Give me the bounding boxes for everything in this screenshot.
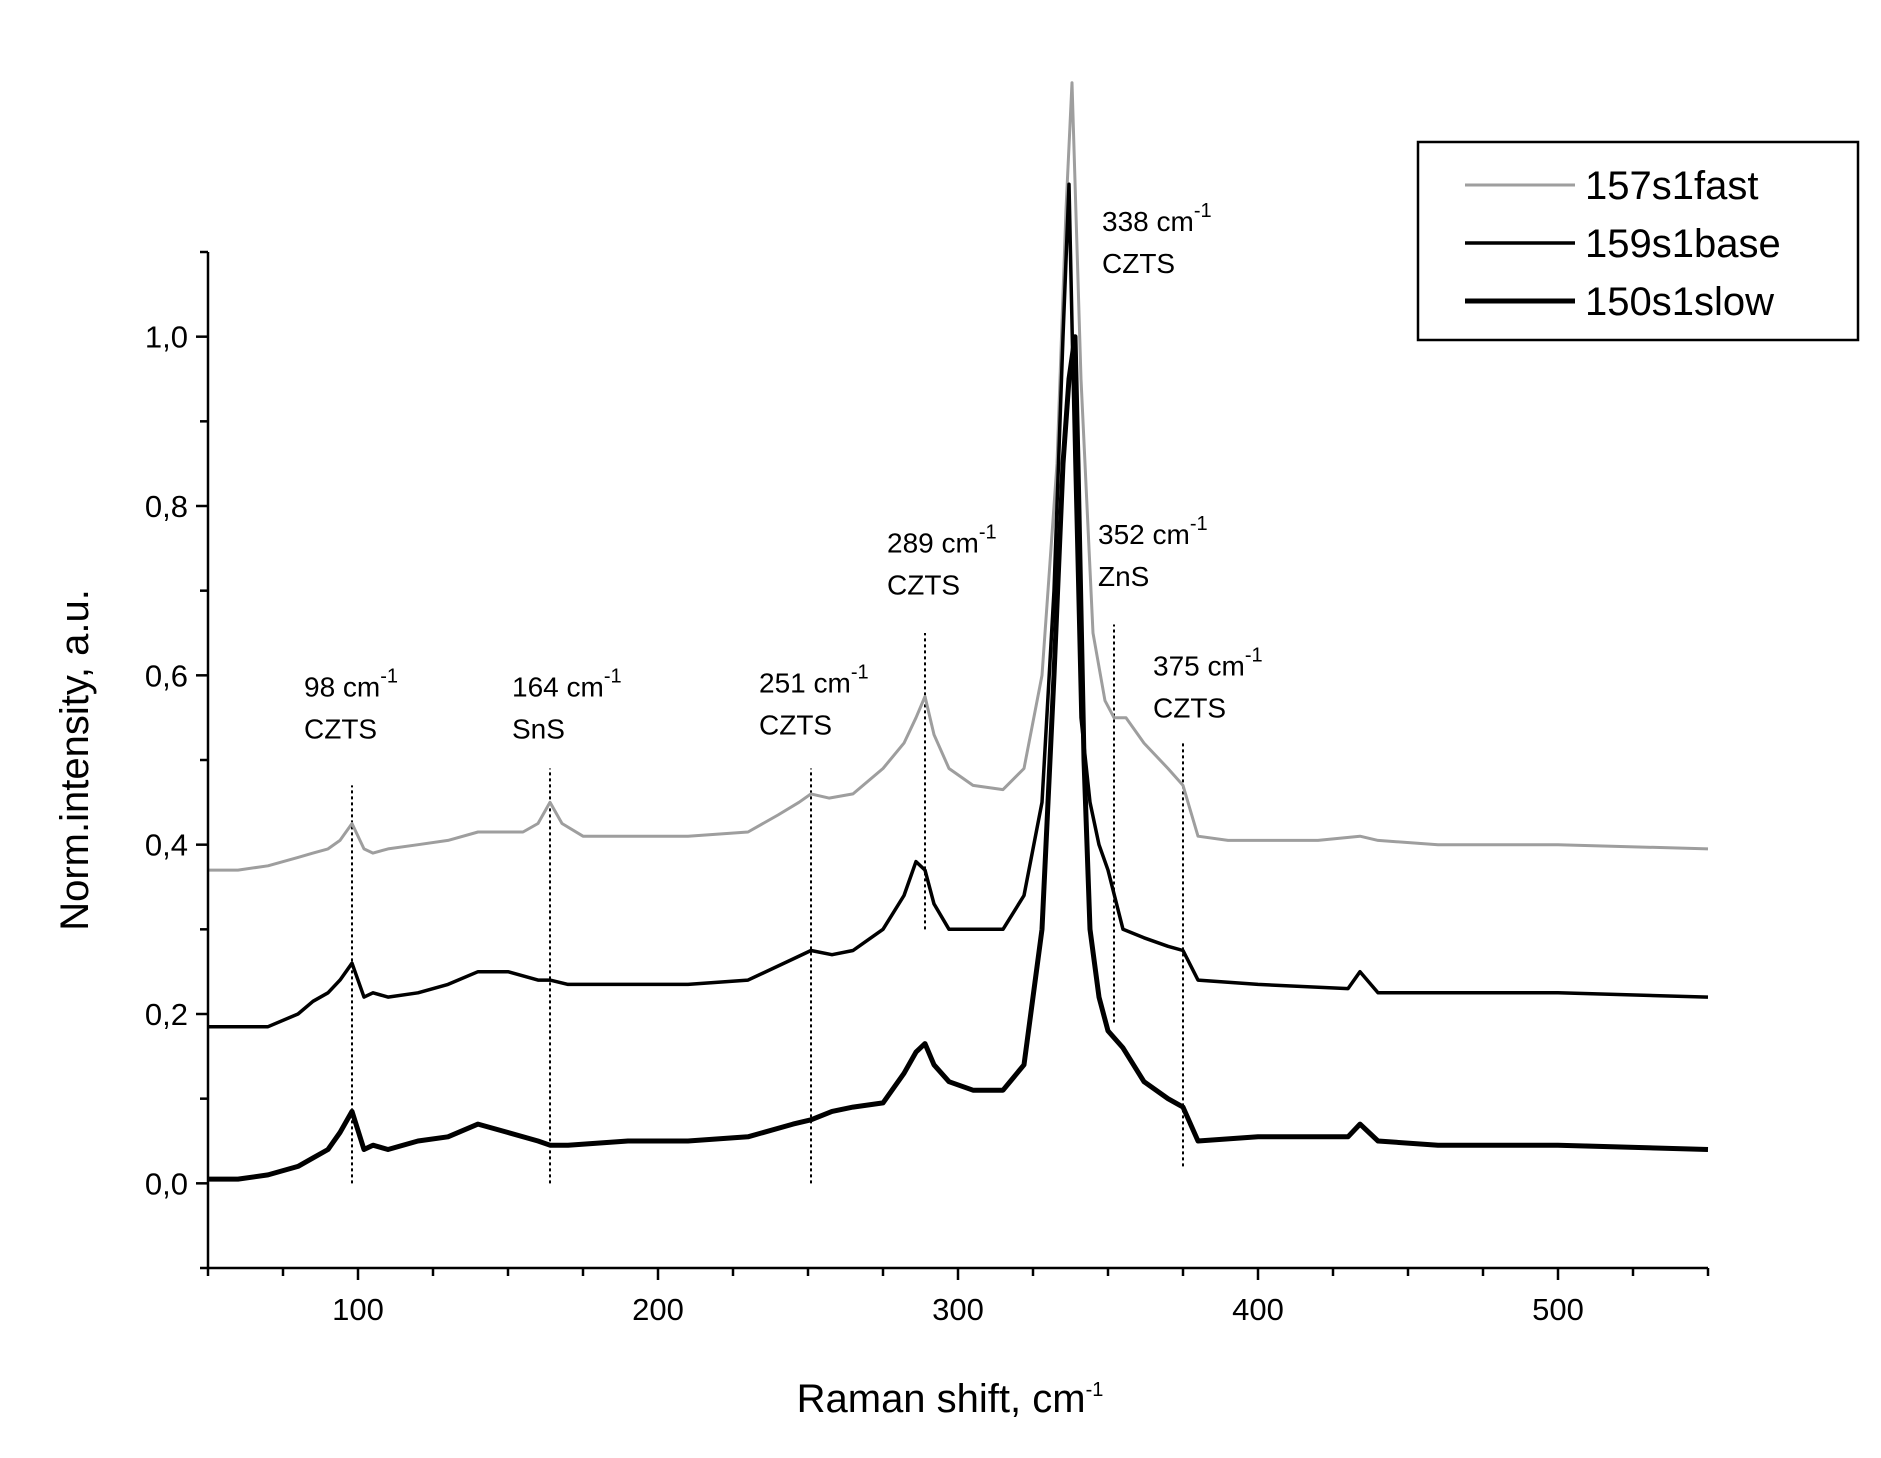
y-tick-label: 0,0 (145, 1166, 188, 1201)
x-tick-label: 200 (632, 1292, 684, 1327)
annotation-wavenumber-text: 338 cm (1102, 206, 1194, 237)
annotation-wavenumber-sup: -1 (604, 666, 622, 688)
y-tick-label: 0,8 (145, 489, 188, 524)
axes: 0,0 0,2 0,4 0,6 0,8 1,0 100 200 300 400 500 (145, 250, 1710, 1327)
x-axis-title-text: Raman shift, cm (797, 1377, 1086, 1421)
y-tick-label: 0,2 (145, 997, 188, 1032)
series-line-150s1slow (208, 334, 1709, 1182)
annotation-wavenumber-375: 375 cm-1 (1153, 644, 1263, 681)
y-tick-label: 1,0 (145, 320, 188, 355)
annotation-wavenumber-sup: -1 (380, 666, 398, 688)
y-axis-title: Norm.intensity, a.u. (53, 589, 97, 931)
annotation-material-352: ZnS (1098, 561, 1149, 592)
annotation-wavenumber-text: 375 cm (1153, 650, 1245, 681)
x-tick-label: 100 (332, 1292, 384, 1327)
series-line-159s1base (208, 182, 1709, 1029)
annotation-wavenumber-338: 338 cm-1 (1102, 200, 1212, 237)
annotation-wavenumber-text: 164 cm (512, 672, 604, 703)
x-tick-label: 300 (932, 1292, 984, 1327)
annotation-material-375: CZTS (1153, 692, 1226, 723)
x-axis-title-sup: -1 (1086, 1379, 1104, 1401)
legend: 157s1fast 159s1base 150s1slow (1416, 140, 1860, 342)
annotation-wavenumber-text: 251 cm (759, 667, 851, 698)
y-tick-label: 0,4 (145, 828, 188, 863)
annotation-material-251: CZTS (759, 709, 832, 740)
series-line-157s1fast (208, 81, 1709, 872)
annotation-material-338: CZTS (1102, 248, 1175, 279)
annotation-wavenumber-251: 251 cm-1 (759, 661, 869, 698)
annotation-wavenumber-text: 98 cm (304, 672, 380, 703)
annotation-wavenumber-text: 352 cm (1098, 519, 1190, 550)
annotation-wavenumber-352: 352 cm-1 (1098, 513, 1208, 550)
annotation-material-98: CZTS (304, 714, 377, 745)
annotation-wavenumber-sup: -1 (1245, 644, 1263, 666)
annotation-wavenumber-289: 289 cm-1 (887, 522, 997, 559)
annotation-wavenumber-text: 289 cm (887, 528, 979, 559)
y-tick-label: 0,6 (145, 658, 188, 693)
legend-box (1416, 140, 1860, 342)
annotation-wavenumber-sup: -1 (1190, 513, 1208, 535)
annotation-material-289: CZTS (887, 570, 960, 601)
series-lines (208, 81, 1709, 1182)
annotation-material-164: SnS (512, 714, 565, 745)
annotation-wavenumber-sup: -1 (979, 522, 997, 544)
legend-label-159s1base: 159s1base (1585, 222, 1781, 266)
x-tick-label: 500 (1532, 1292, 1584, 1327)
legend-label-150s1slow: 150s1slow (1585, 280, 1774, 324)
x-tick-label: 400 (1232, 1292, 1284, 1327)
legend-label-157s1fast: 157s1fast (1585, 164, 1758, 208)
annotation-wavenumber-sup: -1 (1194, 200, 1212, 222)
annotation-wavenumber-sup: -1 (851, 661, 869, 683)
x-axis-title: Raman shift, cm-1 (797, 1377, 1104, 1421)
annotation-wavenumber-164: 164 cm-1 (512, 666, 622, 703)
annotation-wavenumber-98: 98 cm-1 (304, 666, 398, 703)
